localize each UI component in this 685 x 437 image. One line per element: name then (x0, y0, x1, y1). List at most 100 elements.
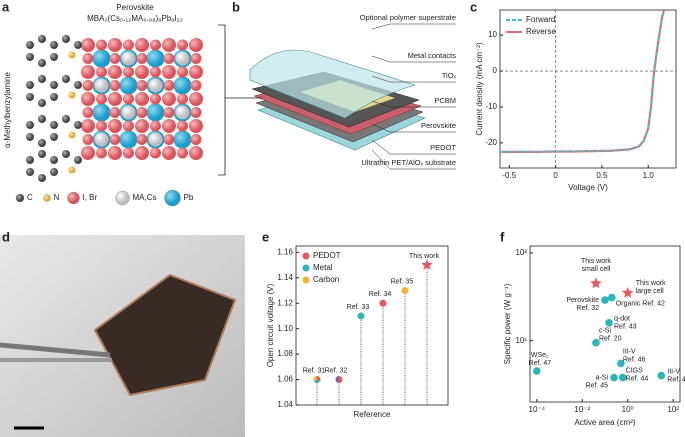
halide-atom (135, 65, 149, 79)
cation (175, 51, 190, 66)
halide-atom (163, 107, 175, 118)
point-label: Ref. 44 (626, 375, 649, 382)
panel-label: e (262, 230, 269, 245)
halide-atom (150, 147, 161, 159)
carbon-atom (26, 53, 34, 61)
panel-label: a (2, 0, 10, 15)
legend-label: Metal (313, 263, 333, 272)
panel-d (0, 235, 245, 437)
halide-atom (150, 66, 161, 78)
cation (148, 78, 163, 93)
leader-line (371, 100, 391, 108)
point-label: Ref. 20 (599, 335, 622, 342)
halide-atom (82, 80, 94, 91)
leader-line (371, 55, 391, 63)
carbon-atom (50, 81, 58, 89)
x-tick-label: 1.0 (643, 171, 655, 180)
point-label: Ref. 32 (325, 367, 348, 374)
pb-atom (92, 49, 111, 68)
y-tick-label: -20 (485, 138, 497, 147)
halide-atom (150, 120, 161, 132)
carbon-atom (26, 121, 34, 129)
halide-atom (136, 134, 148, 145)
point (401, 287, 409, 295)
x-tick-label: -0.5 (502, 171, 516, 180)
halide-atom (190, 80, 202, 91)
plot-frame (295, 245, 449, 406)
halide-atom (162, 146, 176, 160)
point-segment (335, 376, 339, 384)
carbon-atom (38, 75, 46, 83)
x-tick-label: 10⁻² (574, 405, 590, 414)
point-marker (533, 367, 541, 375)
point (379, 299, 387, 307)
carbon-atom (50, 168, 58, 176)
point (313, 376, 321, 384)
x-axis-label: Reference (354, 410, 391, 419)
point-marker (608, 293, 616, 302)
carbon-atom (38, 115, 46, 123)
carbon-atom (62, 115, 70, 123)
halide-atom (177, 93, 188, 105)
halide-atom (82, 134, 94, 145)
legend-symbol (115, 190, 130, 206)
point-label: This work (409, 253, 439, 260)
halide-atom (177, 147, 188, 159)
panel-label: b (232, 0, 240, 15)
halide-atom (81, 119, 95, 133)
carbon-atom (38, 99, 46, 107)
carbon-atom (74, 156, 82, 164)
halide-atom (81, 92, 95, 106)
halide-atom (123, 66, 134, 78)
y-tick-label: 10² (515, 248, 527, 257)
y-tick-label: 1.08 (277, 349, 293, 358)
carbon-atom (50, 121, 58, 129)
halide-atom (109, 80, 121, 91)
halide-atom (162, 65, 176, 79)
nitrogen-atom (68, 166, 76, 174)
molecule-label: α-Methylbenzylamine (3, 72, 12, 148)
halide-atom (96, 120, 107, 132)
y-tick-label: 1.12 (277, 298, 293, 307)
halide-atom (96, 66, 107, 78)
nitrogen-atom (68, 91, 76, 99)
halide-atom (189, 92, 203, 106)
x-tick-label: 10⁰ (622, 405, 634, 414)
point-label: Ref. 32 (576, 305, 599, 312)
halide-atom (190, 53, 202, 64)
halide-atom (108, 92, 122, 106)
star-marker (421, 259, 433, 270)
carbon-atom (38, 139, 46, 147)
halide-atom (135, 146, 149, 160)
legend-label: PEDOT (313, 251, 341, 260)
halide-atom (135, 38, 149, 52)
carbon-atom (26, 81, 34, 89)
point-label: Ref. 35 (391, 278, 414, 285)
bracket (218, 24, 226, 176)
point-label: This work (636, 280, 666, 287)
halide-atom (189, 38, 203, 52)
star-marker (590, 277, 602, 289)
halide-atom (109, 107, 121, 118)
leader-line (371, 75, 391, 83)
carbon-atom (50, 53, 58, 61)
halide-atom (82, 107, 94, 118)
legend-label: I, Br (83, 193, 98, 202)
nitrogen-atom (68, 51, 76, 59)
halide-atom (81, 146, 95, 160)
halide-atom (109, 134, 121, 145)
halide-atom (190, 107, 202, 118)
halide-atom (108, 146, 122, 160)
halide-atom (163, 134, 175, 145)
halide-atom (162, 92, 176, 106)
halide-atom (162, 38, 176, 52)
halide-atom (123, 39, 134, 51)
star-marker (622, 286, 634, 298)
halide-atom (163, 53, 175, 64)
halide-atom (108, 119, 122, 133)
title: Perovskite (116, 3, 154, 12)
halide-atom (109, 53, 121, 64)
point-label: Organic Ref. 42 (616, 300, 665, 307)
halide-atom (123, 147, 134, 159)
halide-atom (136, 107, 148, 118)
